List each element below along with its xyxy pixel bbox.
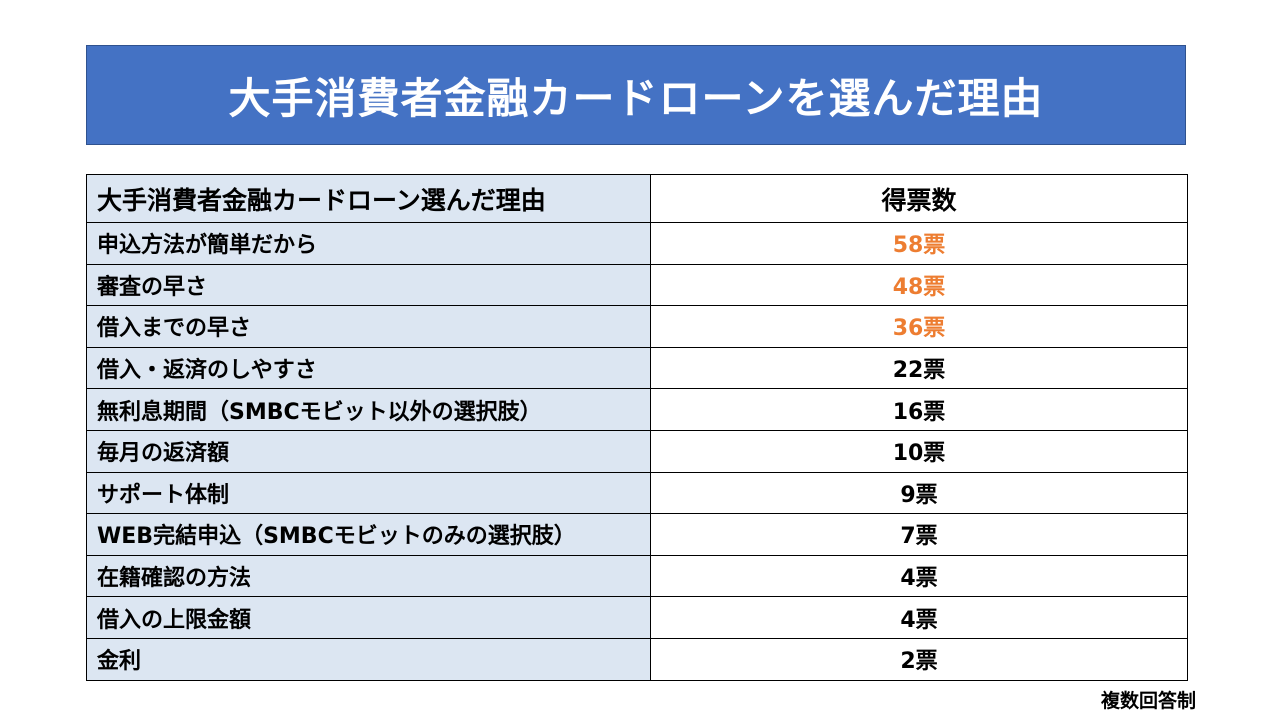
table-header-row: 大手消費者金融カードローン選んだ理由 得票数 <box>86 174 1188 223</box>
footnote: 複数回答制 <box>1100 690 1196 712</box>
votes-cell: 58票 <box>650 222 1188 265</box>
reason-cell: サポート体制 <box>86 471 651 515</box>
reason-cell: 審査の早さ <box>86 263 651 307</box>
reason-cell: WEB完結申込（SMBCモビットのみの選択肢） <box>86 513 651 556</box>
reasons-table: 大手消費者金融カードローン選んだ理由 得票数 申込方法が簡単だから 58票 審査の早… <box>86 174 1188 681</box>
votes-cell: 7票 <box>650 513 1188 556</box>
table-row: 毎月の返済額 10票 <box>86 429 1188 473</box>
table-row: WEB完結申込（SMBCモビットのみの選択肢） 7票 <box>86 513 1188 556</box>
reason-cell: 毎月の返済額 <box>86 429 651 473</box>
header-reason: 大手消費者金融カードローン選んだ理由 <box>86 174 651 223</box>
reason-cell: 無利息期間（SMBCモビット以外の選択肢） <box>86 388 651 431</box>
votes-cell: 2票 <box>650 637 1188 681</box>
votes-cell: 48票 <box>650 263 1188 307</box>
votes-cell: 36票 <box>650 305 1188 348</box>
page-title: 大手消費者金融カードローンを選んだ理由 <box>228 73 1044 123</box>
reason-cell: 借入までの早さ <box>86 305 651 348</box>
reason-cell: 金利 <box>86 637 651 681</box>
reason-cell: 借入の上限金額 <box>86 596 651 639</box>
table-row: 金利 2票 <box>86 637 1188 681</box>
header-votes: 得票数 <box>650 174 1188 223</box>
reason-cell: 借入・返済のしやすさ <box>86 346 651 390</box>
title-banner: 大手消費者金融カードローンを選んだ理由 <box>86 45 1186 145</box>
table-row: 無利息期間（SMBCモビット以外の選択肢） 16票 <box>86 388 1188 431</box>
table-row: 申込方法が簡単だから 58票 <box>86 222 1188 265</box>
votes-cell: 10票 <box>650 429 1188 473</box>
table-row: 借入の上限金額 4票 <box>86 596 1188 639</box>
table-row: 借入までの早さ 36票 <box>86 305 1188 348</box>
votes-cell: 16票 <box>650 388 1188 431</box>
table-row: 借入・返済のしやすさ 22票 <box>86 346 1188 390</box>
reason-cell: 申込方法が簡単だから <box>86 222 651 265</box>
votes-cell: 22票 <box>650 346 1188 390</box>
table-row: サポート体制 9票 <box>86 471 1188 515</box>
table-row: 在籍確認の方法 4票 <box>86 554 1188 598</box>
votes-cell: 4票 <box>650 554 1188 598</box>
table-body: 申込方法が簡単だから 58票 審査の早さ 48票 借入までの早さ 36票 借入・返済のしやす… <box>86 222 1188 681</box>
votes-cell: 9票 <box>650 471 1188 515</box>
reason-cell: 在籍確認の方法 <box>86 554 651 598</box>
votes-cell: 4票 <box>650 596 1188 639</box>
table-row: 審査の早さ 48票 <box>86 263 1188 307</box>
